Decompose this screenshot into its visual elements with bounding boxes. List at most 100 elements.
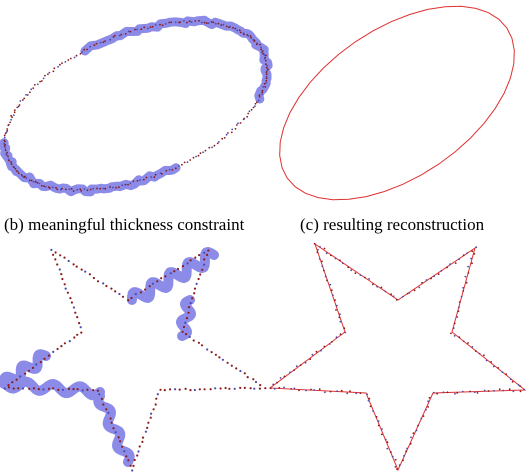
sample-point [174, 21, 177, 24]
sample-point [10, 161, 13, 163]
sample-point [72, 263, 75, 266]
sample-point [462, 340, 465, 343]
sample-point [28, 387, 31, 390]
sample-point [467, 265, 469, 268]
sample-point [67, 387, 71, 390]
sample-point [30, 88, 33, 91]
sample-point [146, 426, 149, 429]
sample-point [339, 320, 342, 323]
sample-point [70, 301, 73, 304]
sample-point [372, 410, 374, 412]
sample-point [72, 306, 75, 309]
star-reconstruction-curve [268, 242, 527, 472]
sample-point [347, 266, 350, 269]
sample-point [391, 455, 394, 458]
sample-point [15, 170, 18, 172]
sample-point [398, 464, 401, 467]
sample-point [217, 22, 220, 25]
sample-point [7, 384, 10, 387]
sample-point [247, 112, 250, 115]
sample-point [153, 176, 156, 179]
sample-point [206, 348, 209, 351]
sample-point [412, 432, 415, 435]
sample-point [129, 182, 132, 185]
sample-point [104, 187, 107, 190]
sample-point [79, 52, 82, 55]
sample-point [250, 108, 253, 111]
sample-point [502, 389, 505, 392]
sample-point [161, 24, 164, 27]
sample-point [124, 183, 127, 186]
sample-point [25, 177, 28, 179]
sample-point [50, 248, 53, 251]
sample-point [368, 397, 371, 400]
sample-point [144, 430, 147, 433]
sample-point [188, 20, 191, 23]
sample-point [492, 365, 495, 368]
sample-point [139, 291, 143, 294]
sample-point [93, 44, 96, 47]
sample-point [168, 21, 171, 24]
sample-point [136, 454, 139, 457]
sample-point [207, 249, 210, 252]
sample-point [369, 405, 372, 408]
sample-point [340, 389, 343, 392]
sample-point [265, 82, 267, 84]
sample-point [260, 46, 262, 49]
sample-point [152, 408, 155, 411]
sample-point [290, 388, 293, 390]
sample-point [198, 19, 200, 22]
sample-point [458, 301, 461, 303]
sample-point [149, 26, 152, 28]
sample-point [147, 421, 150, 424]
sample-point [133, 458, 136, 462]
sample-point [330, 254, 332, 257]
sample-point [259, 43, 261, 46]
sample-point [364, 276, 366, 279]
ellipse-sample-points [3, 19, 269, 192]
sample-point [69, 297, 72, 300]
sample-point [386, 441, 389, 444]
sample-point [211, 146, 214, 149]
sample-point [187, 311, 190, 314]
sample-point [18, 104, 21, 106]
sample-point [32, 87, 35, 89]
sample-point [44, 186, 47, 188]
sample-point [485, 359, 488, 362]
sample-point [210, 351, 213, 354]
sample-point [192, 339, 195, 342]
caption-b: (b) meaningful thickness constraint [4, 215, 245, 234]
sample-point [72, 190, 75, 192]
sample-point [56, 263, 59, 266]
sample-point [509, 378, 512, 381]
sample-point [335, 309, 337, 311]
sample-point [212, 21, 215, 24]
sample-point [14, 167, 17, 170]
sample-point [339, 313, 341, 316]
sample-point [23, 176, 25, 179]
sample-point [242, 118, 245, 121]
sample-point [239, 31, 242, 34]
sample-point [117, 436, 120, 439]
sample-point [375, 415, 378, 418]
sample-point [78, 322, 81, 325]
sample-point [253, 387, 256, 390]
sample-point [465, 281, 468, 284]
sample-point [185, 317, 189, 320]
sample-point [462, 290, 465, 292]
sample-point [177, 165, 180, 167]
sample-point [104, 40, 106, 42]
sample-point [321, 260, 323, 263]
sample-point [76, 188, 79, 191]
sample-point [136, 180, 139, 182]
sample-point [317, 248, 319, 251]
sample-point [141, 440, 144, 443]
sample-point [279, 377, 282, 379]
sample-point [72, 388, 75, 391]
sample-point [115, 186, 117, 189]
sample-point [523, 388, 525, 391]
sample-point [29, 91, 31, 94]
sample-point [76, 388, 79, 391]
sample-point [235, 124, 238, 126]
sample-point [134, 28, 136, 31]
